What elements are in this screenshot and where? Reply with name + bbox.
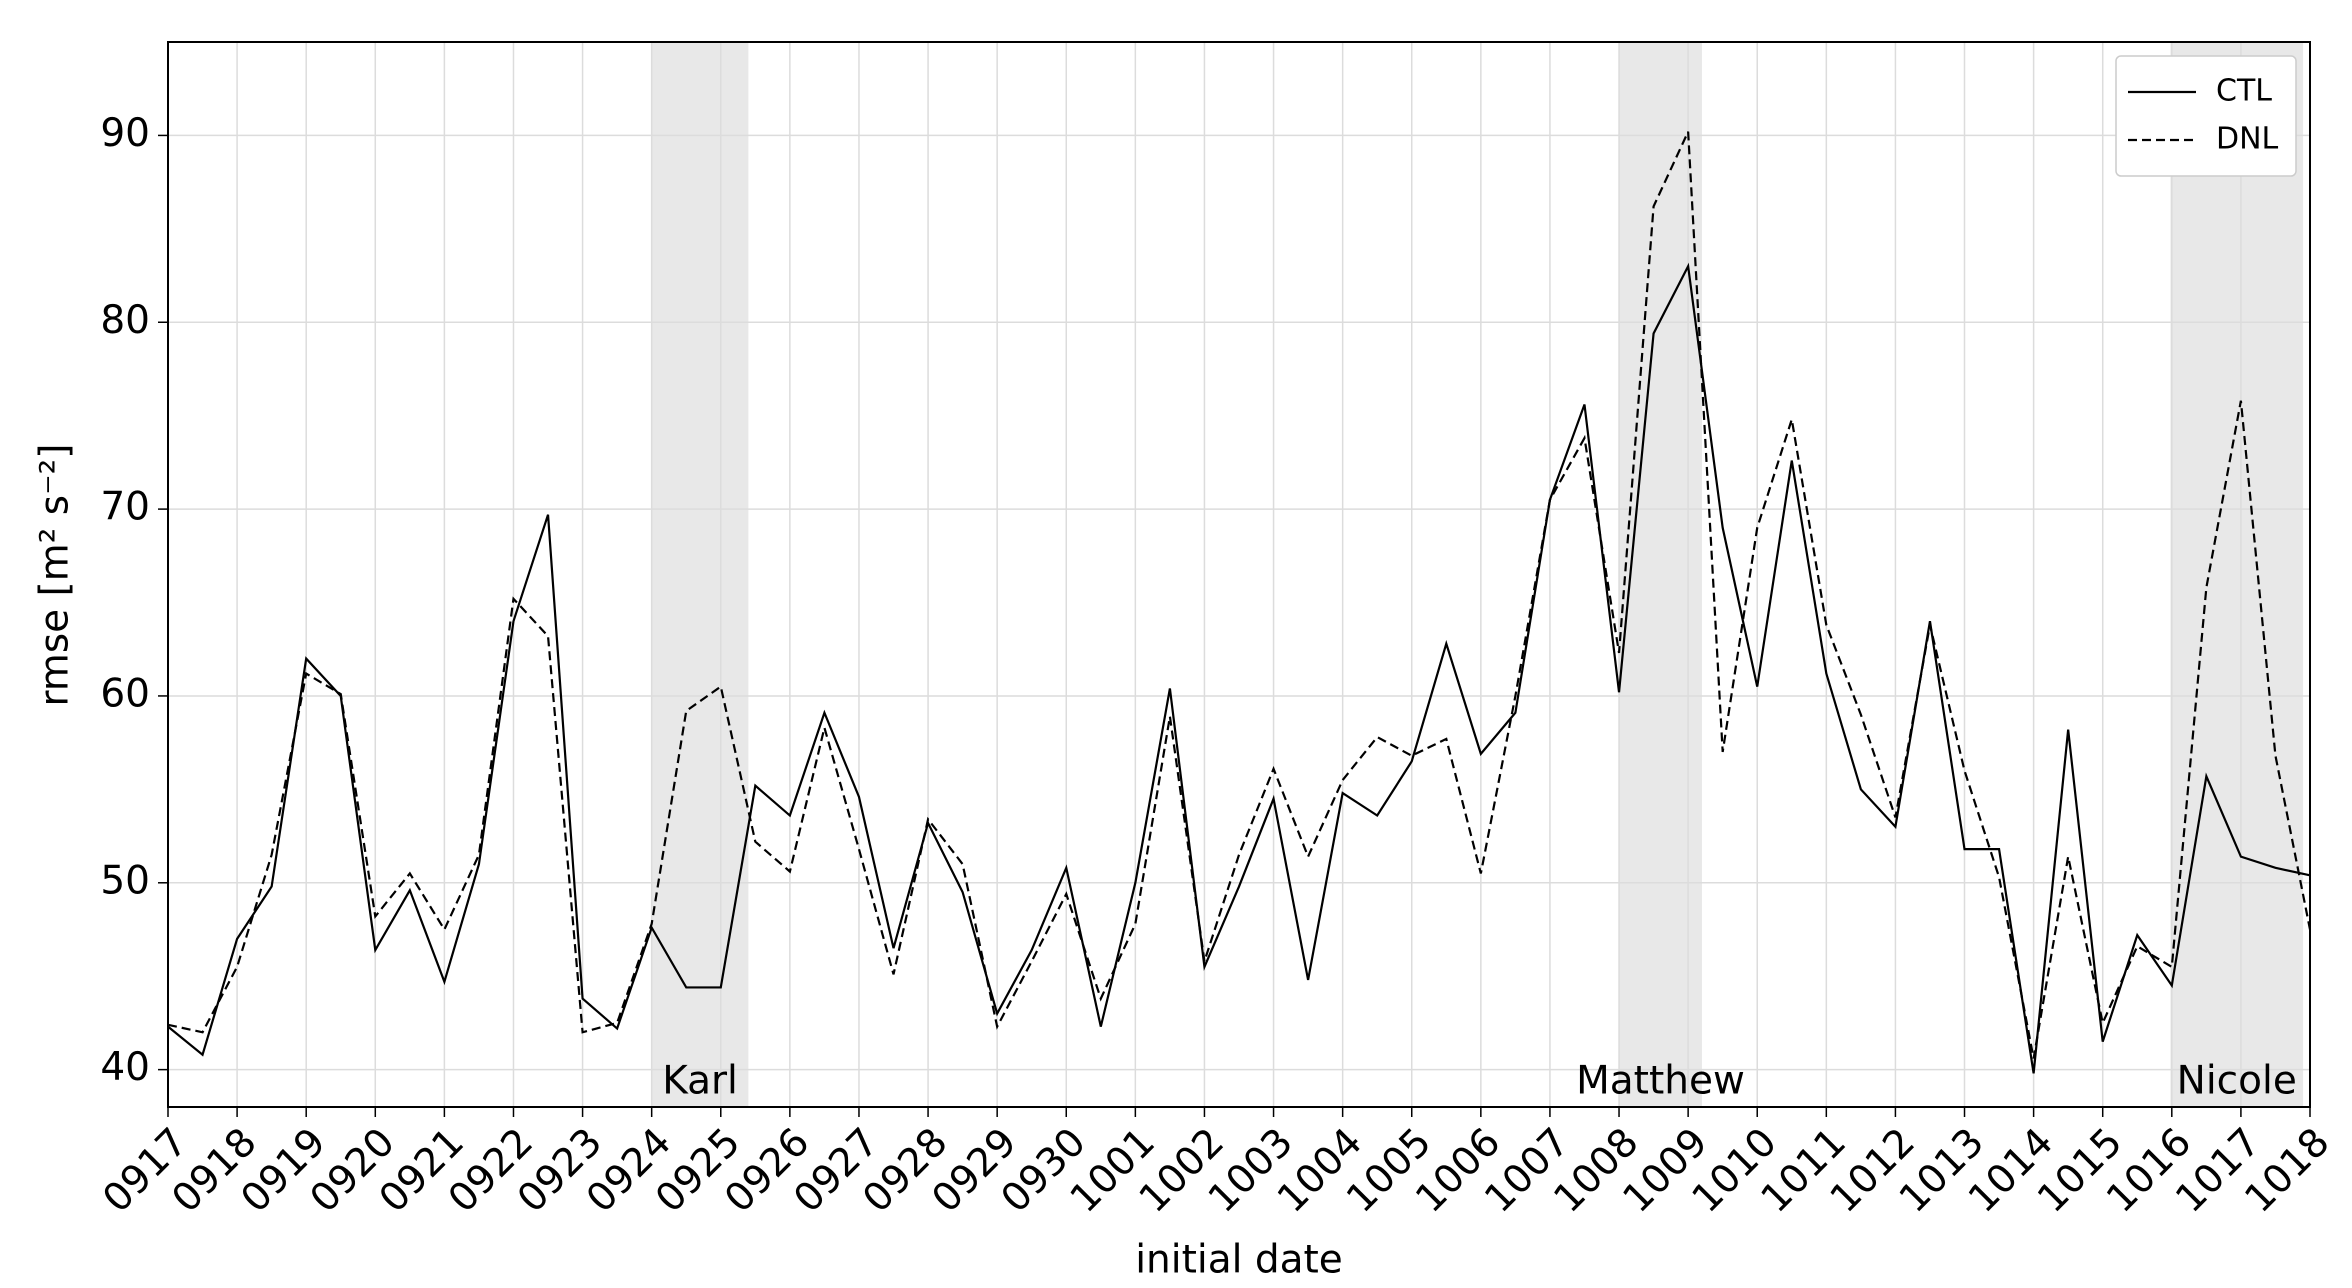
y-tick-label: 40 bbox=[100, 1045, 150, 1090]
y-tick-label: 50 bbox=[100, 858, 150, 903]
legend-label: CTL bbox=[2216, 74, 2272, 109]
span-label: Matthew bbox=[1576, 1059, 1745, 1104]
y-tick-label: 80 bbox=[100, 298, 150, 343]
x-axis-label: initial date bbox=[1135, 1238, 1343, 1283]
y-tick-label: 60 bbox=[100, 671, 150, 716]
legend-label: DNL bbox=[2216, 122, 2279, 157]
y-tick-label: 90 bbox=[100, 111, 150, 156]
y-axis-label: rmse [m² s⁻²] bbox=[33, 443, 78, 706]
data-line bbox=[167, 262, 2311, 1074]
data-line bbox=[167, 131, 2312, 1059]
span-label: Karl bbox=[662, 1059, 738, 1104]
span-label: Nicole bbox=[2177, 1059, 2297, 1104]
plot-frame bbox=[167, 41, 2311, 1108]
legend-box bbox=[2115, 55, 2297, 177]
y-tick-label: 70 bbox=[100, 485, 150, 530]
shaded-span bbox=[2170, 42, 2304, 1107]
shaded-span bbox=[651, 42, 749, 1107]
